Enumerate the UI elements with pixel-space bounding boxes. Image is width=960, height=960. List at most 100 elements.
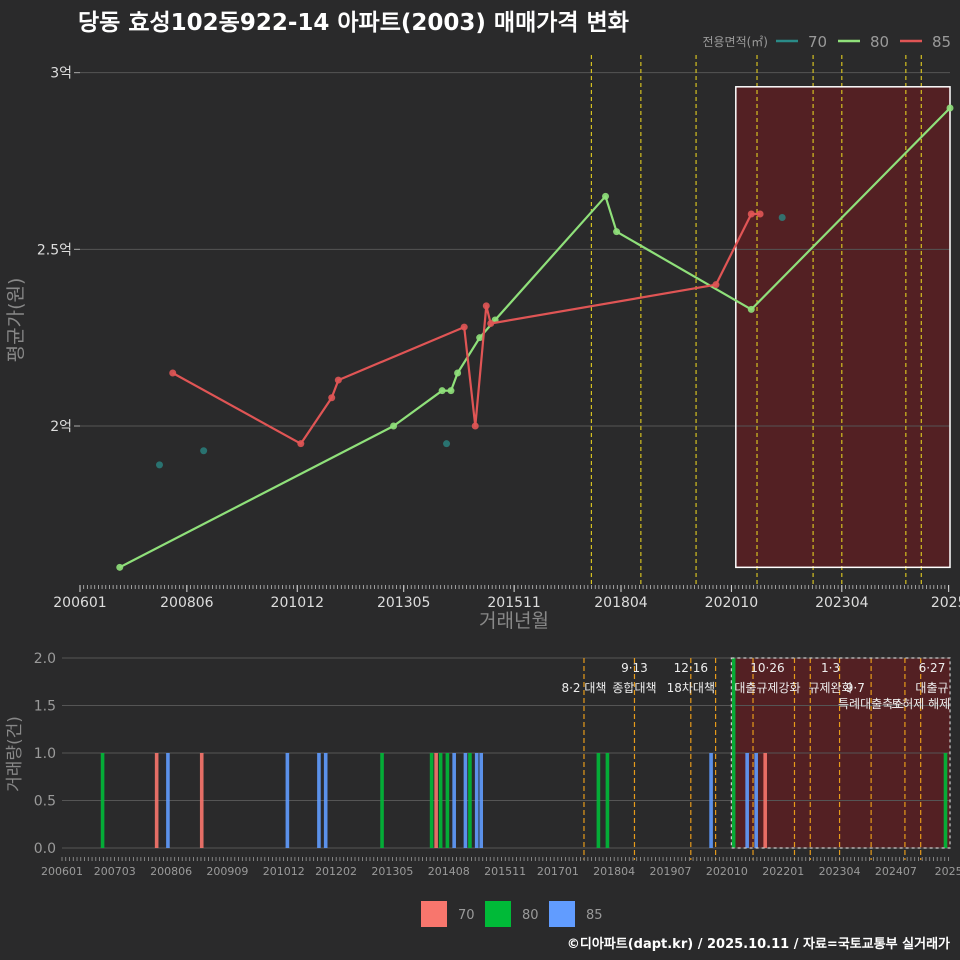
series-85-point bbox=[328, 394, 336, 402]
bottom-x-tick-label: 202010 bbox=[706, 865, 748, 878]
bottom-y-tick-label: 0.5 bbox=[34, 794, 56, 810]
bar-legend-label-80: 80 bbox=[522, 908, 539, 923]
series-70-point bbox=[155, 461, 163, 469]
top-y-tick-label: 2.5억 bbox=[37, 242, 72, 258]
volume-bar-85 bbox=[463, 753, 468, 848]
bottom-x-tick-label: 201012 bbox=[263, 865, 305, 878]
volume-bar-80 bbox=[100, 753, 105, 848]
chart-marks: 2억 2.5억 3억 200601 200806 201012 201305 201511 20… bbox=[34, 33, 960, 927]
top-y-axis-title: 평균가(원) bbox=[5, 278, 27, 363]
volume-bar-80 bbox=[731, 658, 736, 848]
volume-bar-80 bbox=[429, 753, 434, 848]
volume-bar-80 bbox=[468, 753, 472, 848]
volume-bar-80 bbox=[605, 753, 610, 848]
top-highlight-shade bbox=[735, 86, 950, 568]
series-80-point bbox=[116, 563, 124, 571]
top-y-tick-label: 3억 bbox=[50, 66, 72, 82]
policy-annotation: 대출규 bbox=[915, 681, 948, 695]
bottom-x-tick-label: 201804 bbox=[593, 865, 635, 878]
top-x-tick-label: 200601 bbox=[53, 595, 106, 611]
series-80-point bbox=[438, 387, 446, 395]
series-80-point bbox=[476, 334, 484, 342]
top-x-tick-label: 202304 bbox=[815, 595, 869, 611]
volume-bar-85 bbox=[285, 753, 290, 848]
bottom-x-tick-label: 200909 bbox=[206, 865, 248, 878]
top-x-tick-label: 201012 bbox=[271, 595, 324, 611]
volume-bar-80 bbox=[445, 753, 450, 848]
footer-credit: ©디아파트(dapt.kr) / 2025.10.11 / 자료=국토교통부 실… bbox=[567, 936, 950, 952]
policy-annotation: 6·27 bbox=[919, 661, 946, 675]
volume-bar-85 bbox=[754, 753, 758, 848]
series-80-point bbox=[946, 104, 954, 112]
policy-annotation: 규제완화 bbox=[808, 681, 852, 695]
policy-annotation: 8·2 대책 bbox=[561, 680, 606, 695]
bar-legend-label-70: 70 bbox=[458, 908, 475, 923]
bottom-x-tick-label: 201408 bbox=[428, 865, 470, 878]
policy-annotation: 12·16 bbox=[674, 661, 708, 675]
volume-bar-85 bbox=[709, 753, 713, 848]
bottom-y-tick-label: 2.0 bbox=[34, 651, 56, 667]
top-x-tick-label: 201305 bbox=[377, 595, 430, 611]
legend-label-80: 80 bbox=[870, 33, 889, 51]
top-x-tick-label: 2025 bbox=[931, 595, 960, 611]
series-85-point bbox=[756, 210, 764, 218]
series-80-point bbox=[447, 387, 455, 395]
bottom-x-tick-label: 201907 bbox=[650, 865, 692, 878]
bottom-y-tick-label: 1.0 bbox=[34, 746, 56, 762]
volume-bar-70 bbox=[763, 753, 767, 848]
bottom-x-tick-label: 201511 bbox=[484, 865, 526, 878]
volume-bar-85 bbox=[166, 753, 170, 848]
bar-legend-label-85: 85 bbox=[586, 908, 603, 923]
top-x-tick-label: 200806 bbox=[160, 595, 214, 611]
chart-title: 당동 효성102동922-14 아파트(2003) 매매가격 변화 bbox=[78, 10, 629, 36]
bottom-x-tick-label: 2025 bbox=[935, 865, 960, 878]
volume-bar-80 bbox=[438, 753, 443, 848]
policy-annotation: 1·3 bbox=[821, 661, 840, 675]
volume-bar-85 bbox=[745, 753, 749, 848]
bottom-highlight-box bbox=[730, 657, 951, 849]
bottom-x-tick-label: 202304 bbox=[819, 865, 861, 878]
policy-annotation: 9·13 bbox=[621, 661, 648, 675]
volume-bar-80 bbox=[943, 753, 948, 848]
top-x-tick-label: 201511 bbox=[487, 595, 540, 611]
volume-bar-85 bbox=[474, 753, 479, 848]
top-x-tick-label: 202010 bbox=[705, 595, 758, 611]
top-x-axis-title: 거래년월 bbox=[479, 610, 549, 632]
bottom-x-tick-label: 201701 bbox=[537, 865, 579, 878]
policy-annotation: 9·7 bbox=[846, 681, 865, 695]
bar-legend-swatch-80 bbox=[485, 901, 511, 927]
legend-label-85: 85 bbox=[932, 33, 951, 51]
series-85-point bbox=[169, 369, 177, 377]
series-80-point bbox=[602, 192, 610, 200]
policy-annotation: 10·26 bbox=[750, 661, 784, 675]
volume-bar-70 bbox=[199, 753, 204, 848]
series-80-point bbox=[747, 305, 755, 313]
series-85-point bbox=[487, 320, 495, 328]
series-85-point bbox=[460, 323, 468, 331]
series-70-point bbox=[443, 440, 451, 448]
series-85-point bbox=[471, 422, 479, 430]
bottom-y-tick-label: 0.0 bbox=[34, 841, 56, 857]
series-80-point bbox=[613, 228, 621, 236]
bottom-y-axis-title: 거래량(건) bbox=[5, 716, 25, 792]
bottom-x-tick-label: 200601 bbox=[41, 865, 83, 878]
legend-title: 전용면적(㎡) bbox=[702, 35, 768, 49]
series-85-point bbox=[334, 376, 342, 384]
policy-annotation: 특례대출축소 bbox=[838, 697, 904, 711]
series-85-point bbox=[297, 440, 305, 448]
series-85-point bbox=[747, 210, 755, 218]
series-80-point bbox=[454, 369, 462, 377]
bar-legend-swatch-85 bbox=[549, 901, 575, 927]
volume-bar-80 bbox=[596, 753, 601, 848]
series-85-point bbox=[482, 302, 490, 310]
top-highlight-box bbox=[735, 86, 951, 569]
volume-bar-80 bbox=[380, 753, 384, 848]
bar-legend-swatch-70 bbox=[421, 901, 447, 927]
volume-bar-70 bbox=[434, 753, 438, 848]
bottom-x-tick-label: 200703 bbox=[94, 865, 136, 878]
volume-bar-70 bbox=[154, 753, 159, 848]
volume-bar-85 bbox=[317, 753, 321, 848]
volume-bar-85 bbox=[452, 753, 456, 848]
policy-annotation: 토허제 해제 bbox=[891, 697, 950, 711]
